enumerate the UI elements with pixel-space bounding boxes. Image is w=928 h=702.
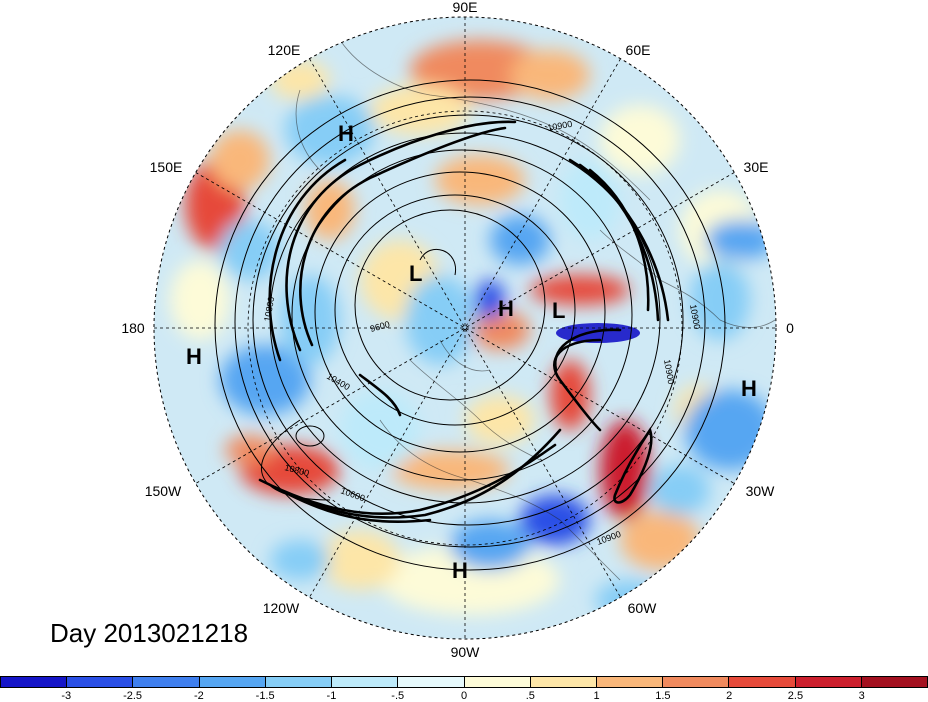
contour-label: 10900 [547,119,573,133]
high-center-label: H [452,558,468,583]
colorbar-swatch [795,677,862,687]
jet-contours [258,120,670,524]
low-center-label: L [552,298,565,323]
colorbar-label: -1 [326,690,337,702]
contour-label: 10900 [662,359,676,385]
colorbar-swatch [530,677,597,687]
colorbar-label: -2.5 [123,690,143,702]
colorbar-swatch [861,677,928,687]
colorbar-swatch [265,677,333,687]
lon-label-120e: 120E [268,42,301,58]
colorbar-label: -2 [193,690,204,702]
lon-label-120w: 120W [263,600,300,616]
lon-label-30e: 30E [744,159,769,175]
lon-label-60w: 60W [628,600,658,616]
high-center-label: H [338,121,354,146]
high-center-label: H [741,376,757,401]
colorbar-swatch [1,677,68,687]
map-boundary [153,16,777,640]
colorbar-label: -3 [61,690,72,702]
colorbar-swatch [464,677,531,687]
colorbar-swatch [332,677,399,687]
pressure-centers: H L H L H H H [186,121,757,583]
colorbar-label: 2.5 [787,690,804,702]
lon-label-150e: 150E [150,159,183,175]
high-center-label: H [498,296,514,321]
colorbar-label: 1.5 [655,690,671,702]
colorbar-label: -1.5 [255,690,275,702]
colorbar-label: 2 [726,690,733,702]
colorbar-swatch [398,677,465,687]
lon-label-150w: 150W [145,483,182,499]
lon-label-180: 180 [121,320,145,336]
low-center-label: L [409,261,422,286]
colorbar-swatch [596,677,664,687]
colorbar-label: 1 [593,690,600,702]
colorbar-swatches [0,676,928,688]
colorbar-label: 0 [460,690,468,702]
coastlines [295,39,776,581]
high-center-label: H [186,344,202,369]
colorbar-label: 3 [858,690,865,702]
longitude-labels: 90E 60E 30E 0 30W 60W 90W 120W 150W 180 … [121,0,794,660]
colorbar: -3 -2.5 -2 -1.5 -1 -.5 0 .5 1 1.5 2 2.5 3 [0,676,928,702]
colorbar-label: -.5 [391,690,405,702]
graticule [154,17,776,639]
lon-label-90e: 90E [453,0,478,15]
colorbar-label: .5 [525,690,535,702]
lon-label-90w: 90W [451,644,481,660]
lon-label-0: 0 [786,320,794,336]
colorbar-swatch [199,677,266,687]
contour-label: 10800 [262,296,276,322]
lon-label-30w: 30W [746,483,776,499]
colorbar-swatch [663,677,730,687]
colorbar-swatch [67,677,134,687]
colorbar-swatch [133,677,200,687]
anomaly-field [154,17,776,639]
lon-label-60e: 60E [626,42,651,58]
colorbar-swatch [729,677,796,687]
map-title: Day 2013021218 [50,618,249,648]
contour-label: 10900 [688,304,702,330]
